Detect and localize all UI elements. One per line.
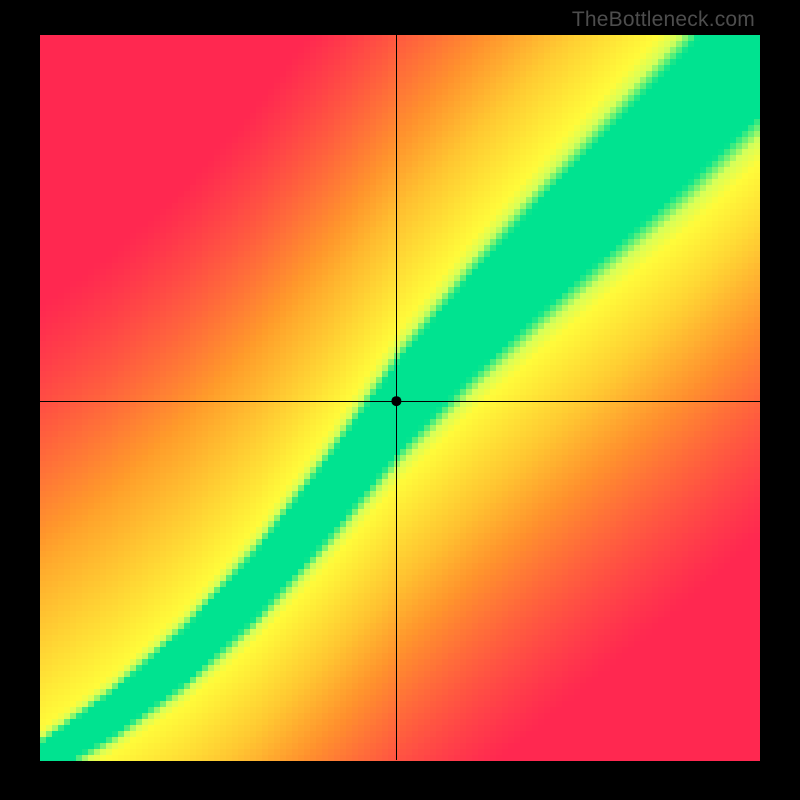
chart-container: TheBottleneck.com <box>0 0 800 800</box>
heatmap-canvas <box>0 0 800 800</box>
watermark-text: TheBottleneck.com <box>572 8 755 32</box>
